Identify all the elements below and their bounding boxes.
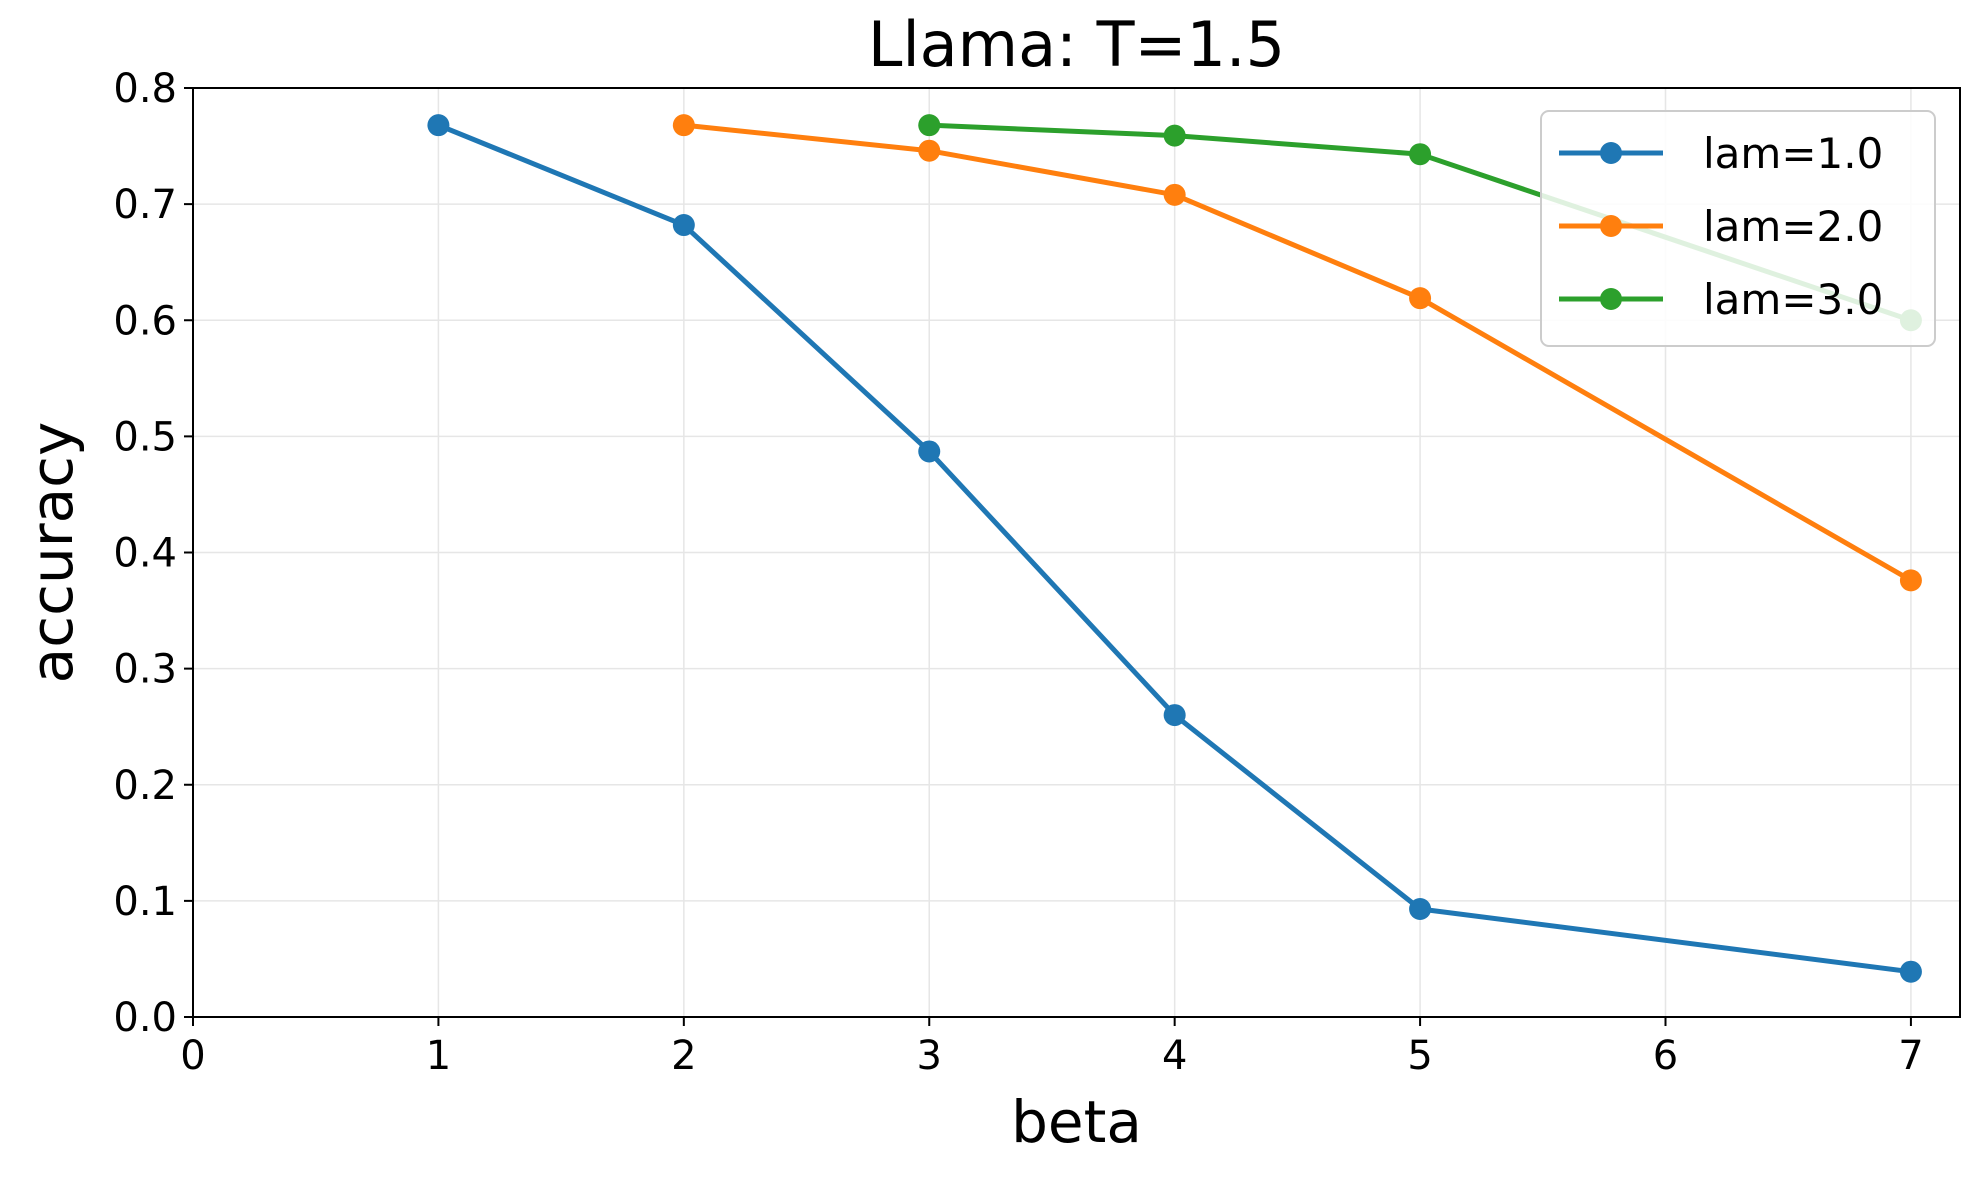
legend-marker (1600, 142, 1622, 164)
data-point (427, 114, 450, 137)
legend-marker (1600, 215, 1622, 237)
series-lam=1.0 (427, 114, 1922, 983)
data-point (1163, 704, 1186, 727)
legend-label: lam=2.0 (1703, 202, 1883, 251)
series-lam=2.0 (672, 114, 1922, 592)
data-point (1409, 143, 1432, 166)
data-point (672, 214, 695, 237)
y-tick-label: 0.7 (113, 182, 177, 228)
x-tick-label: 6 (1653, 1033, 1678, 1079)
series-line (435, 122, 1914, 975)
ticks: 0 1 2 3 4 5 6 7 0.0 0.1 0.2 0.3 0.4 0.5 0.6 0.7 0.8 (113, 66, 1923, 1079)
y-tick-label: 0.2 (113, 763, 177, 809)
data-point (1899, 960, 1922, 983)
data-point (1163, 124, 1186, 147)
x-tick-label: 1 (426, 1033, 451, 1079)
data-point (1409, 287, 1432, 310)
legend-item: lam=2.0 (1559, 202, 1883, 251)
legend-label: lam=1.0 (1703, 129, 1883, 178)
y-tick-label: 0.0 (113, 995, 177, 1041)
x-tick-label: 7 (1898, 1033, 1923, 1079)
y-tick-label: 0.5 (113, 414, 177, 460)
data-point (1163, 183, 1186, 206)
x-tick-label: 3 (917, 1033, 942, 1079)
chart-title: Llama: T=1.5 (868, 8, 1285, 81)
y-axis-label: accuracy (18, 422, 86, 684)
legend: lam=1.0 lam=2.0 lam=3.0 (1540, 110, 1936, 347)
data-point (918, 139, 941, 162)
x-tick-label: 4 (1162, 1033, 1187, 1079)
y-tick-label: 0.6 (113, 298, 177, 344)
legend-label: lam=3.0 (1703, 275, 1883, 324)
legend-item: lam=1.0 (1559, 129, 1883, 178)
data-point (1899, 569, 1922, 592)
data-point (918, 440, 941, 463)
legend-marker (1600, 288, 1622, 310)
data-point (672, 114, 695, 137)
x-tick-label: 5 (1407, 1033, 1432, 1079)
x-axis-label: beta (1011, 1088, 1142, 1156)
legend-item: lam=3.0 (1559, 275, 1883, 324)
legend-box (1540, 110, 1936, 347)
x-tick-label: 2 (671, 1033, 696, 1079)
y-tick-label: 0.8 (113, 66, 177, 112)
x-tick-label: 0 (180, 1033, 205, 1079)
data-point (918, 114, 941, 137)
y-tick-label: 0.1 (113, 879, 177, 925)
y-tick-label: 0.3 (113, 647, 177, 693)
data-point (1409, 898, 1432, 921)
y-tick-label: 0.4 (113, 531, 177, 577)
